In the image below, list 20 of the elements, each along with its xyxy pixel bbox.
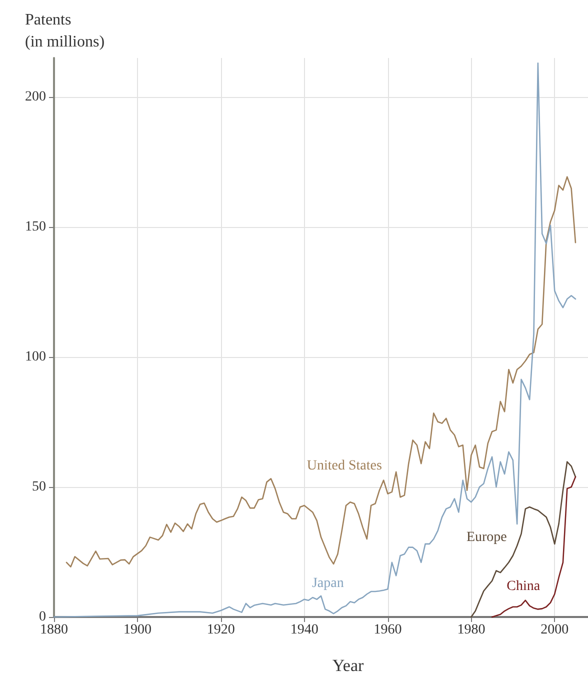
x-tick-label: 1960 <box>374 622 402 638</box>
y-tick-label: 50 <box>32 480 46 494</box>
y-tick-label: 200 <box>25 90 46 104</box>
x-axis-title: Year <box>332 656 364 675</box>
y-axis-title: Patents (in millions) <box>25 12 105 50</box>
x-tick-label: 1980 <box>457 622 486 638</box>
y-tick-label: 150 <box>25 220 46 234</box>
x-tick-label: 1920 <box>206 622 235 638</box>
series-label: Europe <box>466 530 507 546</box>
series-label: China <box>506 579 541 594</box>
y-tick-label: 0 <box>39 610 46 624</box>
x-tick-label: 2000 <box>540 622 569 638</box>
line-series <box>66 176 576 568</box>
x-tick-label: 1900 <box>123 622 152 638</box>
series-label: Japan <box>312 576 344 592</box>
line-series <box>53 62 576 618</box>
x-tick-label: 1940 <box>290 622 318 638</box>
series-label: United States <box>306 458 382 474</box>
y-tick-label: 100 <box>25 350 46 364</box>
x-tick-label: 1880 <box>40 622 68 638</box>
